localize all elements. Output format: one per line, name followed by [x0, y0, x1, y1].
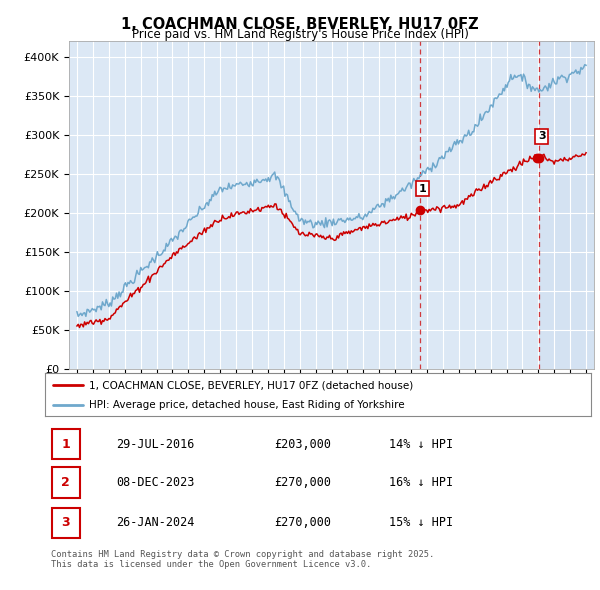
Text: 1, COACHMAN CLOSE, BEVERLEY, HU17 0FZ: 1, COACHMAN CLOSE, BEVERLEY, HU17 0FZ — [121, 17, 479, 31]
Text: 16% ↓ HPI: 16% ↓ HPI — [389, 476, 453, 489]
Text: 26-JAN-2024: 26-JAN-2024 — [116, 516, 194, 529]
Text: HPI: Average price, detached house, East Riding of Yorkshire: HPI: Average price, detached house, East… — [89, 401, 404, 410]
Text: 14% ↓ HPI: 14% ↓ HPI — [389, 438, 453, 451]
Text: 29-JUL-2016: 29-JUL-2016 — [116, 438, 194, 451]
Text: 1: 1 — [61, 438, 70, 451]
Text: 08-DEC-2023: 08-DEC-2023 — [116, 476, 194, 489]
Text: 15% ↓ HPI: 15% ↓ HPI — [389, 516, 453, 529]
Text: Price paid vs. HM Land Registry's House Price Index (HPI): Price paid vs. HM Land Registry's House … — [131, 28, 469, 41]
Text: 3: 3 — [61, 516, 70, 529]
Bar — [539, 41, 594, 369]
FancyBboxPatch shape — [52, 429, 80, 460]
Text: £203,000: £203,000 — [274, 438, 331, 451]
FancyBboxPatch shape — [52, 507, 80, 538]
Text: Contains HM Land Registry data © Crown copyright and database right 2025.
This d: Contains HM Land Registry data © Crown c… — [51, 550, 434, 569]
Text: 1, COACHMAN CLOSE, BEVERLEY, HU17 0FZ (detached house): 1, COACHMAN CLOSE, BEVERLEY, HU17 0FZ (d… — [89, 381, 413, 391]
Text: 3: 3 — [538, 132, 545, 142]
Text: 1: 1 — [419, 183, 427, 194]
Text: 2: 2 — [61, 476, 70, 489]
Text: £270,000: £270,000 — [274, 476, 331, 489]
FancyBboxPatch shape — [52, 467, 80, 497]
Text: £270,000: £270,000 — [274, 516, 331, 529]
